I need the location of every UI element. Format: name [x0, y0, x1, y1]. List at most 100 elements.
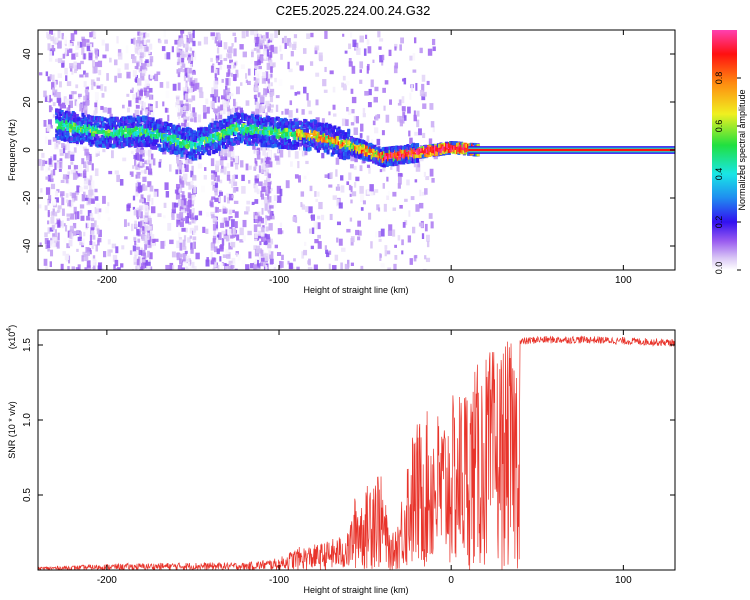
spectrogram-cell — [186, 46, 191, 51]
spectrogram-cell — [224, 148, 228, 157]
spectrogram-cell — [217, 232, 222, 241]
spectrogram-cell — [261, 193, 265, 200]
spectrogram-cell — [197, 114, 202, 123]
spectrogram-cell — [67, 116, 71, 121]
spectrogram-cell — [281, 145, 285, 150]
spectrogram-cell — [226, 105, 231, 112]
spectrogram-cell — [260, 217, 264, 224]
spectrogram-cell — [228, 193, 234, 201]
spectrogram-cell — [89, 234, 93, 243]
spectrogram-cell — [216, 122, 220, 127]
spectrogram-cell — [405, 156, 409, 161]
spectrogram-cell — [165, 264, 170, 270]
spectrogram-cell — [83, 95, 87, 101]
spectrogram-cell — [134, 158, 137, 167]
spectrogram-cell — [213, 80, 218, 89]
spectrogram-cell — [198, 210, 203, 216]
spectrogram-cell — [399, 44, 402, 51]
spectrogram-cell — [72, 222, 77, 229]
spectrogram-cell — [257, 259, 260, 266]
spectrogram-cell — [254, 164, 257, 170]
spectrogram-cell — [94, 146, 100, 154]
spectrogram-cell — [188, 87, 193, 93]
spectrogram-cell — [326, 149, 330, 154]
spectrogram-cell — [260, 55, 264, 64]
spectrogram-cell — [362, 159, 366, 164]
spectrogram-cell — [137, 49, 142, 56]
spectrogram-cell — [428, 213, 433, 219]
spectrogram-cell — [221, 165, 224, 173]
spectrogram-cell — [285, 118, 289, 123]
spectrogram-cell — [397, 99, 402, 106]
spectrogram-cell — [136, 210, 140, 218]
spectrogram-cell — [350, 236, 355, 243]
spectrogram-cell — [182, 217, 185, 222]
spectrogram-cell — [214, 182, 219, 188]
spectrogram-cell — [154, 238, 159, 242]
spectrogram-cell — [166, 81, 170, 89]
spectrogram-cell — [176, 156, 179, 164]
spectrogram-cell — [332, 104, 336, 110]
spectrogram-cell — [221, 238, 225, 246]
spectrogram-cell — [47, 227, 51, 234]
spectrogram-cell — [84, 267, 89, 270]
spectrogram-cell — [84, 197, 90, 201]
spectrogram-cell — [162, 133, 166, 138]
spectrogram-cell — [87, 210, 92, 217]
spectrogram-cell — [238, 113, 242, 118]
spectrogram-cell — [135, 47, 138, 54]
spectrogram-cell — [308, 146, 312, 151]
spectrogram-cell — [198, 155, 202, 160]
spectrogram-cell — [184, 250, 188, 254]
spectrogram-cell — [134, 237, 137, 246]
spectrogram-cell — [147, 217, 152, 225]
spectrogram-cell — [239, 107, 243, 114]
spectrogram-cell — [44, 232, 48, 238]
spectrogram-cell — [231, 265, 235, 269]
spectrogram-cell — [267, 115, 271, 120]
spectrogram-cell — [46, 31, 49, 38]
spectrogram-cell — [353, 127, 358, 135]
spectrogram-cell — [94, 82, 99, 87]
spectrogram-cell — [143, 236, 148, 244]
spectrogram-cell — [212, 107, 215, 113]
spectrogram-cell — [81, 255, 84, 262]
spectrogram-cell — [179, 164, 182, 170]
spectrogram-cell — [379, 55, 384, 63]
spectrogram-cell — [111, 144, 115, 149]
spectrogram-cell — [370, 241, 373, 249]
spectrogram-cell — [263, 90, 266, 96]
spectrogram-cell — [258, 105, 262, 114]
spectrogram-cell — [314, 239, 319, 244]
spectrogram-cell — [242, 219, 247, 228]
spectrogram-cell — [256, 263, 261, 269]
spectrogram-cell — [425, 257, 431, 263]
spectrogram-cell — [172, 265, 175, 270]
spectrogram-cell — [62, 53, 66, 59]
spectrogram-cell — [388, 49, 392, 57]
spectrogram-cell — [220, 60, 223, 65]
spectrogram-cell — [174, 39, 179, 45]
spectrogram-cell — [141, 71, 146, 76]
spectrogram-cell — [341, 118, 347, 126]
spectrogram-cell — [340, 139, 344, 144]
spectrogram-cell — [263, 197, 268, 204]
spectrogram-cell — [183, 75, 187, 82]
spectrogram-cell — [304, 119, 308, 124]
spectrogram-cell — [413, 114, 417, 122]
spectrogram-cell — [57, 30, 61, 39]
spectrogram-cell — [360, 123, 364, 132]
spectrogram-cell — [329, 172, 333, 179]
spectrogram-cell — [133, 237, 137, 241]
spectrogram-cell — [176, 213, 181, 219]
spectrogram-cell — [220, 263, 224, 270]
spectrogram-cell — [52, 169, 56, 176]
spectrogram-cell — [138, 209, 141, 217]
spectrogram-cell — [40, 188, 43, 193]
spectrogram-cell — [197, 127, 201, 132]
spectrogram-cell — [348, 61, 353, 67]
spectrogram-cell — [293, 136, 297, 141]
spectrogram-cell — [231, 194, 234, 199]
spectrogram-cell — [332, 86, 336, 93]
spectrogram-cell — [402, 78, 405, 82]
